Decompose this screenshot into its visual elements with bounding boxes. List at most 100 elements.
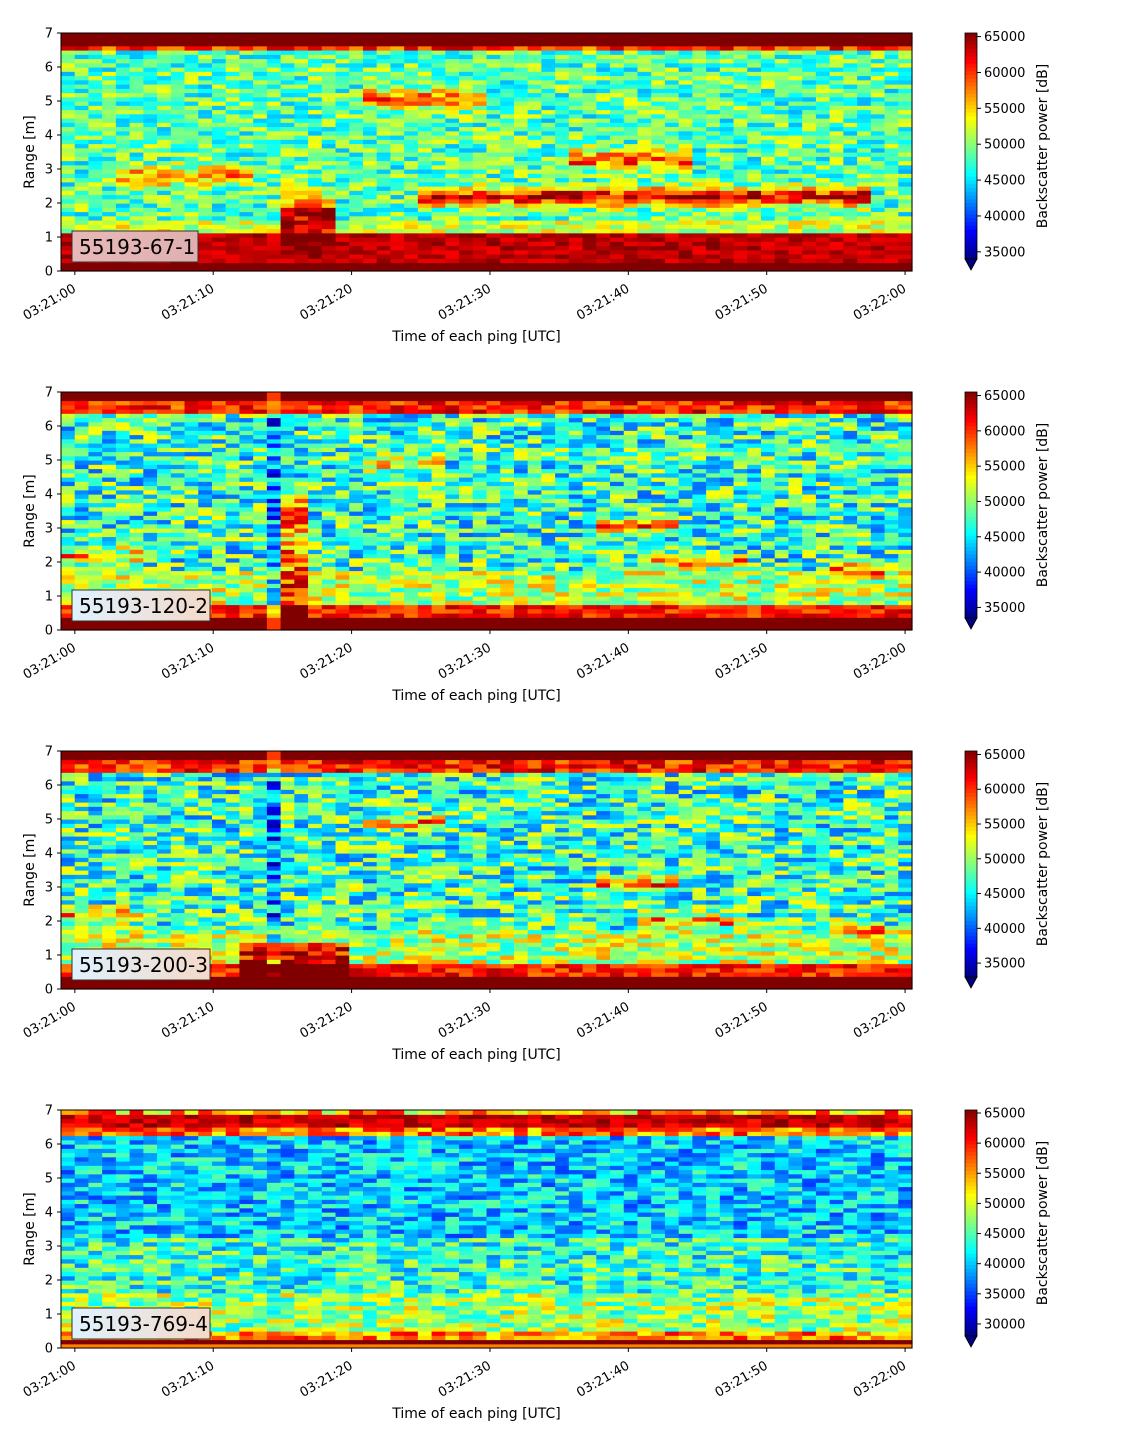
heatmap-cell <box>692 173 707 179</box>
heatmap-cell <box>349 451 364 457</box>
heatmap-cell <box>308 468 323 474</box>
heatmap-cell <box>596 207 611 213</box>
heatmap-cell <box>102 477 117 482</box>
heatmap-cell <box>239 608 254 614</box>
heatmap-cell <box>115 557 131 563</box>
heatmap-cell <box>335 207 350 213</box>
heatmap-cell <box>610 139 625 145</box>
heatmap-cell <box>788 152 803 157</box>
heatmap-cell <box>129 118 144 123</box>
heatmap-cell <box>596 203 611 208</box>
heatmap-cell <box>115 194 131 200</box>
heatmap-cell <box>802 237 817 242</box>
heatmap-cell <box>280 181 295 187</box>
heatmap-cell <box>719 62 735 68</box>
heatmap-cell <box>733 50 748 55</box>
heatmap-cell <box>719 177 735 183</box>
heatmap-cell <box>472 245 488 251</box>
heatmap-cell <box>857 139 872 145</box>
heatmap-cell <box>170 511 186 516</box>
heatmap-cell <box>664 181 680 187</box>
heatmap-cell <box>280 481 295 487</box>
heatmap-cell <box>253 460 268 465</box>
heatmap-cell <box>294 109 309 115</box>
heatmap-cell <box>829 143 844 149</box>
heatmap-cell <box>129 583 144 589</box>
heatmap-cell <box>102 152 117 157</box>
heatmap-cell <box>157 566 172 572</box>
heatmap-cell <box>184 583 199 589</box>
heatmap-cell <box>596 113 611 119</box>
heatmap-cell <box>678 139 693 145</box>
heatmap-cell <box>857 152 872 157</box>
heatmap-cell <box>253 557 268 563</box>
heatmap-cell <box>664 118 680 123</box>
heatmap-cell <box>157 203 172 208</box>
heatmap-cell <box>170 557 186 563</box>
y-tick-label: 6 <box>45 61 53 76</box>
heatmap-cell <box>459 96 474 102</box>
heatmap-cell <box>170 409 186 414</box>
heatmap-cell <box>253 237 268 242</box>
heatmap-cell <box>582 203 597 208</box>
heatmap-cell <box>719 45 735 51</box>
heatmap-cell <box>623 262 639 268</box>
heatmap-cell <box>115 570 131 576</box>
heatmap-cell <box>61 404 76 410</box>
heatmap-cell <box>74 417 90 423</box>
heatmap-cell <box>761 181 776 187</box>
heatmap-cell <box>678 58 693 64</box>
heatmap-cell <box>239 579 254 584</box>
heatmap-cell <box>500 186 515 191</box>
heatmap-cell <box>321 396 337 402</box>
heatmap-cell <box>541 50 556 55</box>
heatmap-cell <box>253 130 268 136</box>
heatmap-cell <box>541 254 556 259</box>
heatmap-cell <box>486 215 501 221</box>
heatmap-cell <box>61 613 76 618</box>
heatmap-cell <box>294 198 309 204</box>
heatmap-cell <box>706 266 721 272</box>
heatmap-cell <box>280 460 295 465</box>
heatmap-cell <box>266 186 282 191</box>
heatmap-cell <box>472 232 488 238</box>
heatmap-cell <box>170 122 186 128</box>
colorbar-segment <box>965 161 977 166</box>
heatmap-cell <box>308 413 323 419</box>
heatmap-cell <box>678 169 693 174</box>
heatmap-cell <box>280 421 295 427</box>
heatmap-cell <box>129 455 144 461</box>
heatmap-cell <box>500 88 515 94</box>
heatmap-cell <box>184 58 199 64</box>
heatmap-cell <box>184 135 199 140</box>
heatmap-cell <box>253 122 268 128</box>
heatmap-cell <box>88 58 103 64</box>
heatmap-cell <box>102 207 117 213</box>
heatmap-cell <box>541 135 556 140</box>
heatmap-cell <box>678 79 693 85</box>
heatmap-cell <box>225 220 241 225</box>
heatmap-cell <box>651 181 666 187</box>
heatmap-cell <box>417 211 433 217</box>
heatmap-cell <box>280 413 295 419</box>
heatmap-cell <box>404 118 419 123</box>
heatmap-cell <box>308 101 323 106</box>
heatmap-cell <box>884 139 899 145</box>
heatmap-cell <box>61 130 76 136</box>
heatmap-cell <box>143 421 158 427</box>
heatmap-cell <box>335 574 350 580</box>
heatmap-cell <box>664 156 680 162</box>
heatmap-cell <box>692 228 707 234</box>
heatmap-cell <box>294 92 309 98</box>
heatmap-cell <box>308 54 323 60</box>
heatmap-cell <box>362 536 378 542</box>
heatmap-cell <box>157 41 172 47</box>
heatmap-cell <box>637 198 652 204</box>
heatmap-cell <box>431 113 446 119</box>
heatmap-cell <box>390 566 405 572</box>
heatmap-cell <box>157 194 172 200</box>
heatmap-cell <box>761 241 776 247</box>
heatmap-cell <box>239 241 254 247</box>
heatmap-cell <box>390 160 405 166</box>
heatmap-cell <box>362 481 378 487</box>
